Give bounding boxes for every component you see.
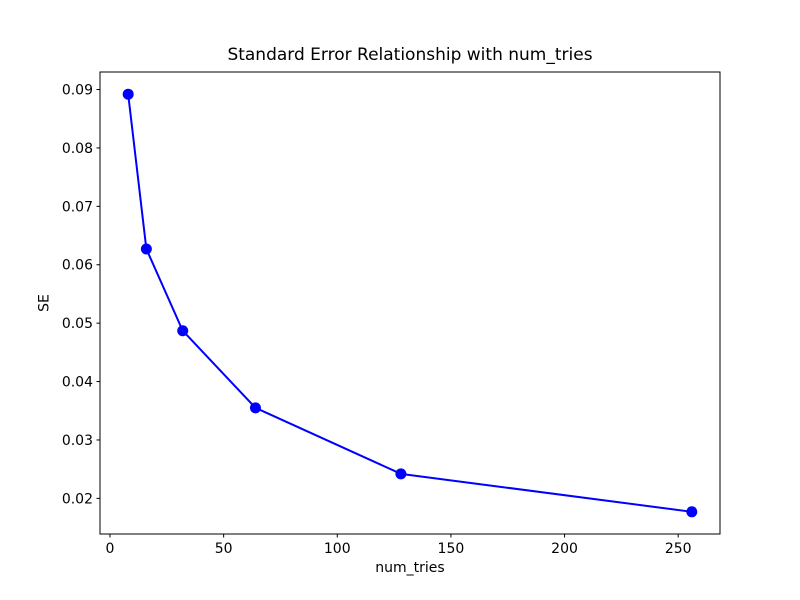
data-point [122, 88, 134, 100]
y-tick-label: 0.04 [62, 375, 93, 391]
y-tick-label: 0.08 [62, 141, 93, 157]
x-axis-label: num_tries [375, 560, 445, 576]
x-tick-label: 0 [106, 541, 115, 557]
data-point [140, 243, 152, 255]
data-point [686, 506, 698, 518]
y-tick-label: 0.03 [62, 433, 93, 449]
chart-title: Standard Error Relationship with num_tri… [227, 45, 593, 65]
x-tick-label: 100 [324, 541, 351, 557]
data-point [177, 325, 189, 337]
data-line [127, 93, 693, 513]
y-tick-label: 0.02 [62, 491, 93, 507]
y-tick-label: 0.07 [62, 199, 93, 215]
data-point [395, 468, 407, 480]
y-tick-label: 0.09 [62, 83, 93, 99]
y-tick-label: 0.06 [62, 258, 93, 274]
y-axis-label: SE [36, 294, 53, 312]
axes-frame [99, 71, 721, 535]
x-tick-label: 250 [665, 541, 692, 557]
x-tick-label: 150 [438, 541, 465, 557]
x-tick-label: 50 [215, 541, 233, 557]
y-tick-label: 0.05 [62, 316, 93, 332]
data-point [249, 402, 261, 414]
x-tick-label: 200 [551, 541, 578, 557]
